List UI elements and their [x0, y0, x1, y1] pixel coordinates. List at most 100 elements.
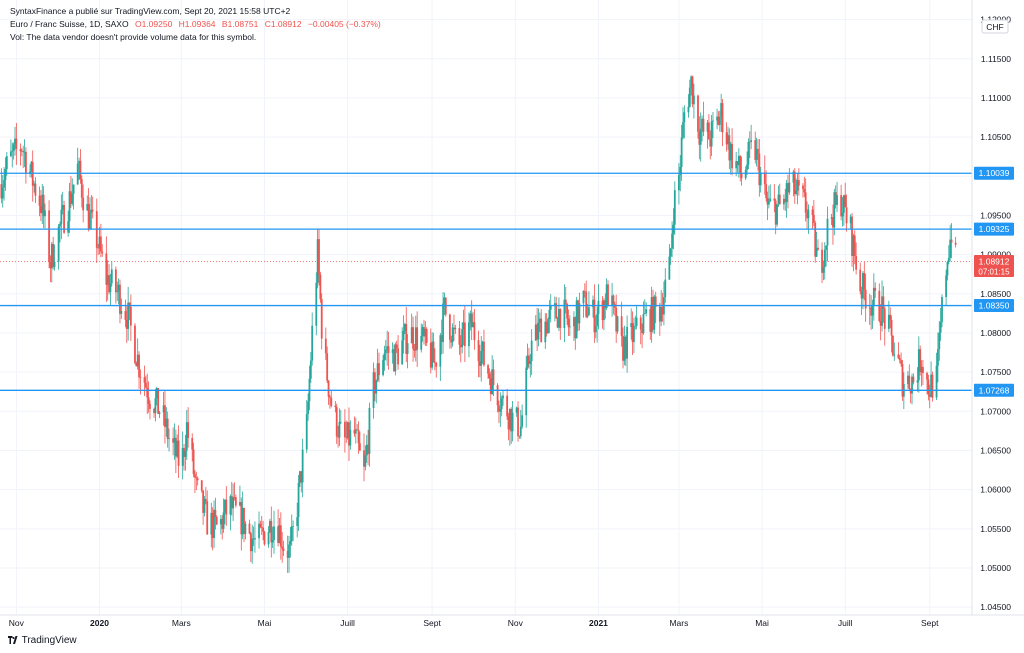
candle-body [244, 523, 247, 534]
candle-body [712, 120, 714, 122]
candle-body [48, 210, 50, 263]
candle-body [605, 284, 608, 309]
candle-body [508, 408, 511, 430]
support-resistance-levels[interactable] [0, 172, 972, 391]
candle-body [740, 173, 743, 179]
symbol-title[interactable]: Euro / Franc Suisse, 1D, SAXO [10, 19, 129, 29]
candle-body [842, 195, 845, 213]
candle-body [305, 414, 308, 450]
candle-body [536, 324, 539, 340]
price-tick-label: 1.11000 [981, 93, 1011, 103]
time-tick-label: Mars [669, 618, 688, 628]
candle-body [326, 353, 329, 381]
price-tick-label: 1.08000 [980, 328, 1011, 338]
candle-body [14, 138, 16, 145]
candle-body [25, 151, 27, 174]
candle-body [785, 183, 788, 203]
candle-body [299, 471, 301, 483]
candle-body [650, 297, 653, 332]
time-tick-label: Juill [838, 618, 853, 628]
candle-body [59, 223, 61, 227]
candle-body [39, 205, 42, 214]
candle-body [435, 362, 438, 367]
candle-body [836, 195, 838, 205]
candle-body [478, 361, 481, 366]
candle-body [729, 143, 732, 161]
candle-body [528, 355, 530, 364]
candle-body [935, 365, 938, 398]
candle-body [424, 328, 427, 337]
candle-body [709, 139, 712, 147]
candle-body [139, 377, 142, 378]
candle-body [759, 172, 762, 186]
candle-body [376, 363, 379, 381]
candle-body [109, 283, 112, 293]
candle-body [176, 440, 179, 457]
price-tick-label: 1.08500 [980, 289, 1011, 299]
candle-body [357, 430, 360, 444]
currency-badge[interactable]: CHF [981, 19, 1009, 34]
candle-body [717, 116, 720, 125]
price-tick-label: 1.07000 [980, 406, 1011, 416]
candle-body [883, 308, 886, 329]
candle-body [872, 287, 875, 306]
candle-body [481, 341, 484, 351]
candle-body [845, 207, 848, 224]
candle-body [282, 548, 285, 551]
candle-body [177, 440, 180, 466]
candle-body [917, 349, 920, 381]
candle-body [862, 272, 864, 299]
ohlc-high: H1.09364 [178, 19, 216, 29]
candle-body [20, 150, 23, 152]
candle-body [909, 388, 912, 394]
candle-body [611, 295, 614, 306]
candle-body [658, 306, 661, 322]
candle-body [153, 408, 155, 414]
time-axis[interactable]: Nov 2020 Mars Mai Juill Sept Nov 2021 Mars Mai Jui… [9, 618, 939, 628]
candle-body [841, 212, 844, 217]
candles [0, 75, 957, 573]
candle-body [626, 326, 628, 359]
candle-body [60, 209, 63, 224]
candle-body [941, 296, 943, 323]
candle-body [852, 235, 855, 256]
candle-body [544, 321, 547, 343]
candle-body [556, 318, 559, 328]
candle-body [383, 353, 386, 360]
candle-body [288, 544, 290, 558]
price-tick-label: 1.09000 [980, 250, 1011, 260]
candle-body [453, 327, 455, 330]
candle-body [773, 198, 776, 201]
candle-body [489, 378, 492, 395]
candle-body [690, 76, 693, 88]
candle-body [240, 502, 243, 535]
candle-body [413, 348, 416, 351]
candle-body [582, 290, 585, 304]
candle-body [596, 314, 599, 326]
candle-body [49, 262, 52, 269]
price-tick-label: 1.11500 [981, 54, 1011, 64]
candle-body [339, 421, 342, 423]
candle-body [912, 376, 915, 383]
candle-body [187, 422, 190, 438]
candle-body [146, 387, 149, 398]
candle-body [61, 204, 64, 210]
candle-body [669, 248, 672, 257]
tradingview-brand: TradingView [21, 635, 77, 646]
tradingview-logo[interactable]: TradingView [8, 635, 77, 646]
candle-body [91, 209, 94, 212]
candle-body [661, 307, 664, 315]
candle-body [747, 141, 750, 165]
ohlc-close: C1.08912 [264, 19, 302, 29]
price-axis[interactable]: 1.120001.115001.110001.105001.100001.095… [980, 15, 1011, 613]
candle-body [796, 180, 799, 191]
candle-body [68, 191, 71, 222]
candle-body [129, 306, 132, 326]
candle-body [5, 156, 8, 170]
candle-body [105, 253, 108, 285]
candle-body [939, 322, 942, 333]
candle-body [603, 300, 605, 321]
candle-body [71, 193, 74, 204]
candle-body [750, 140, 753, 142]
